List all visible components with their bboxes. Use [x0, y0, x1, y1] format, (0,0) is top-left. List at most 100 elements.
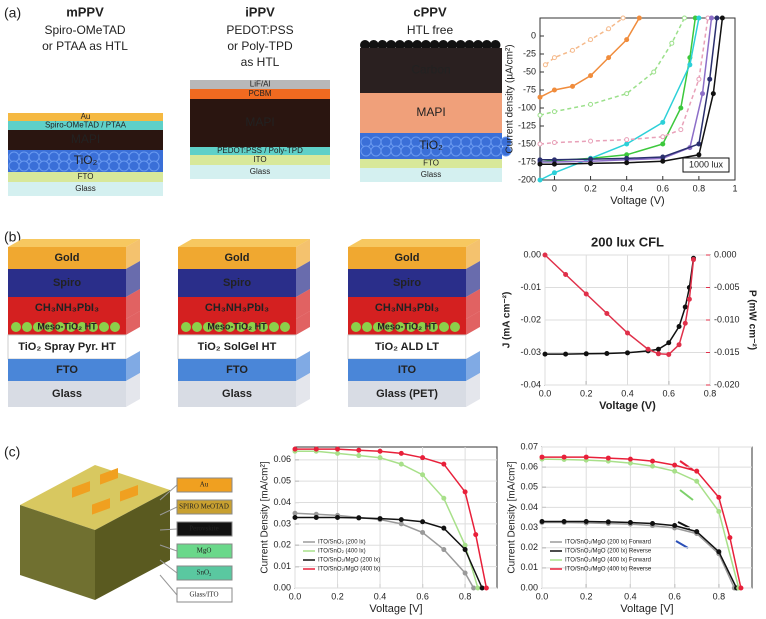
panel-label: (a) — [4, 5, 21, 21]
layer — [8, 269, 126, 297]
y-tick-label: 0.05 — [520, 482, 538, 492]
x-axis-label: Voltage [V] — [369, 603, 422, 615]
layer-label: SnO₂ — [197, 569, 212, 577]
data-point — [537, 177, 543, 183]
x-tick-label: 0.4 — [621, 388, 634, 398]
data-point — [625, 350, 630, 356]
data-point — [666, 351, 672, 357]
data-point — [441, 547, 447, 553]
data-point — [398, 450, 404, 456]
tio2-particle — [48, 160, 60, 172]
layer-label: Au — [200, 481, 209, 489]
data-point — [651, 69, 657, 75]
layer-label: Perovskite — [189, 525, 219, 533]
layer-side — [126, 373, 140, 407]
x-tick-label: 0.6 — [416, 591, 429, 601]
data-point — [583, 291, 589, 297]
data-point — [537, 157, 543, 163]
data-point — [588, 37, 594, 43]
y-tick-label: 0.01 — [273, 561, 291, 571]
data-point — [676, 342, 682, 348]
data-point — [588, 156, 594, 162]
y-tick-label: -0.01 — [520, 282, 541, 292]
carbon-particle — [394, 40, 405, 50]
layer-label: CH₃NH₃PbI₃ — [35, 302, 99, 314]
data-point — [604, 311, 610, 316]
y-tick-label: 0.03 — [520, 522, 538, 532]
data-point — [420, 519, 426, 525]
series-line — [540, 17, 724, 165]
y-tick-label: 0.01 — [520, 562, 538, 572]
data-point — [627, 460, 633, 466]
x-tick-label: 0.2 — [580, 388, 593, 398]
y-tick-label: 0.02 — [520, 542, 538, 552]
layer — [360, 93, 502, 133]
layer — [177, 334, 297, 360]
y-tick-label: 0.07 — [520, 441, 538, 451]
meso-particle — [384, 322, 394, 332]
data-point — [686, 296, 692, 302]
y-tick-label: -0.04 — [520, 379, 541, 389]
layer-label: Meso-TiO₂ HT — [37, 321, 97, 331]
tio2-particle — [8, 160, 20, 172]
layer — [348, 381, 466, 407]
x-tick-label: 0.6 — [668, 591, 681, 601]
layer — [178, 381, 296, 407]
stack-title: iPPV — [245, 4, 275, 19]
y-axis-label: Current density (µA/cm²) — [505, 44, 516, 153]
series-line — [542, 521, 735, 589]
layer — [8, 113, 163, 121]
meso-particle — [33, 322, 43, 332]
x-tick-label: 0.4 — [624, 591, 637, 601]
y-tick-label: 0.04 — [273, 497, 291, 507]
tio2-particle — [118, 160, 130, 172]
data-point — [551, 140, 557, 146]
stack-subtitle: or PTAA as HTL — [42, 39, 128, 53]
block-top — [20, 465, 170, 530]
layer-side — [296, 327, 310, 359]
data-point — [719, 15, 725, 21]
data-point — [696, 76, 702, 82]
layer-side — [466, 239, 480, 269]
data-point — [462, 489, 468, 495]
data-point — [462, 547, 468, 553]
meso-particle — [44, 322, 54, 332]
layer — [178, 359, 296, 381]
layer — [190, 99, 330, 147]
y2-tick-label: -0.005 — [714, 282, 740, 292]
x-tick-label: 0 — [552, 183, 557, 193]
block-right — [95, 490, 170, 600]
meso-particle — [269, 322, 279, 332]
meso-particle — [214, 322, 224, 332]
data-point — [682, 304, 688, 310]
meso-particle — [225, 322, 235, 332]
layer-label: Glass/ITO — [189, 591, 218, 599]
data-point — [666, 340, 672, 346]
data-point — [561, 454, 567, 460]
layer — [348, 247, 466, 269]
y-tick-label: 0.06 — [520, 462, 538, 472]
carbon-particle — [412, 40, 423, 50]
data-point — [624, 137, 630, 143]
layer-side — [466, 289, 480, 319]
legend-label: ITO/SnO₂ (200 lx) — [318, 540, 366, 546]
data-point — [655, 346, 661, 352]
meso-particle — [428, 322, 438, 332]
y2-tick-label: -0.010 — [714, 314, 740, 324]
carbon-particle — [490, 40, 501, 50]
tio2-particle — [380, 145, 392, 157]
data-point — [588, 160, 594, 166]
tio2-particle — [460, 145, 472, 157]
carbon-particle — [481, 40, 492, 50]
carbon-particle — [447, 40, 457, 50]
leader — [159, 574, 178, 596]
legend-label: ITO/SnO₂/MgO (400 lx) Forward — [565, 558, 651, 564]
meso-particle — [450, 322, 460, 332]
tio2-particle — [18, 160, 30, 172]
annotation-box — [682, 157, 730, 173]
x-tick-label: 0.0 — [289, 591, 302, 601]
data-point — [650, 458, 656, 464]
data-point — [669, 40, 675, 46]
data-point — [539, 454, 545, 460]
layer — [190, 147, 330, 155]
